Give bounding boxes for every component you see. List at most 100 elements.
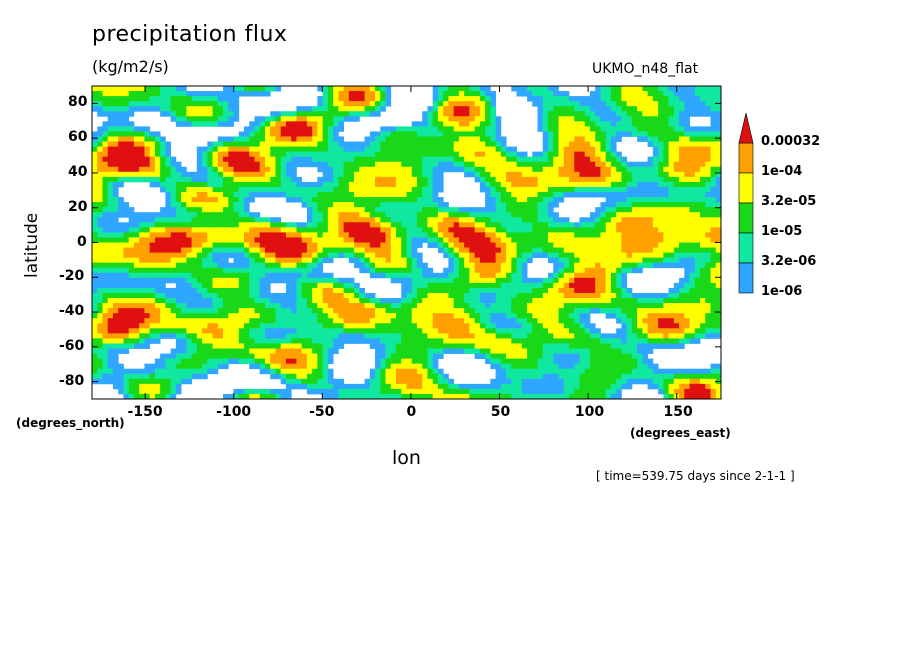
contour-cell (375, 252, 381, 259)
contour-cell (443, 91, 449, 97)
contour-cell (679, 91, 685, 97)
contour-cell (700, 217, 706, 223)
contour-cell (191, 287, 198, 294)
contour-cell (233, 313, 240, 319)
contour-cell (217, 217, 224, 223)
contour-cell (563, 277, 570, 284)
contour-cell (663, 318, 669, 324)
contour-cell (359, 186, 365, 193)
contour-cell (343, 186, 350, 193)
contour-cell (165, 303, 172, 309)
contour-cell (128, 111, 135, 117)
contour-cell (600, 156, 607, 163)
contour-cell (422, 146, 428, 153)
contour-cell (663, 96, 669, 102)
contour-cell (422, 323, 428, 329)
contour-cell (584, 186, 591, 193)
contour-cell (673, 141, 680, 147)
contour-cell (123, 292, 130, 299)
contour-cell (537, 313, 544, 319)
contour-cell (343, 308, 350, 314)
contour-cell (390, 313, 397, 319)
contour-cell (679, 242, 685, 248)
contour-cell (249, 141, 255, 147)
contour-cell (112, 252, 119, 259)
contour-cell (175, 166, 182, 173)
contour-cell (432, 101, 439, 107)
contour-cell (128, 237, 135, 243)
contour-cell (631, 106, 638, 112)
contour-cell (301, 202, 308, 208)
contour-cell (348, 227, 355, 233)
contour-cell (605, 252, 612, 259)
contour-cell (128, 232, 135, 238)
contour-cell (474, 171, 481, 178)
contour-cell (437, 136, 444, 142)
contour-cell (322, 186, 329, 193)
contour-cell (97, 262, 103, 269)
contour-cell (479, 298, 486, 304)
contour-cell (595, 237, 601, 243)
contour-cell (595, 96, 601, 102)
contour-cell (495, 227, 502, 233)
contour-cell (348, 217, 355, 223)
contour-cell (175, 267, 182, 274)
contour-cell (437, 176, 444, 183)
contour-cell (422, 171, 428, 178)
contour-cell (196, 282, 203, 289)
contour-cell (196, 308, 203, 314)
contour-cell (705, 242, 711, 248)
contour-cell (333, 252, 339, 259)
contour-cell (600, 141, 607, 147)
contour-cell (207, 287, 213, 294)
contour-cell (495, 171, 502, 178)
contour-cell (579, 176, 586, 183)
contour-cell (516, 272, 523, 279)
contour-cell (521, 222, 528, 228)
contour-cell (469, 282, 476, 289)
contour-cell (333, 247, 339, 253)
contour-cell (621, 227, 628, 233)
contour-cell (118, 146, 124, 153)
contour-cell (249, 267, 255, 274)
contour-cell (516, 318, 523, 324)
contour-cell (285, 298, 292, 304)
contour-cell (506, 222, 512, 228)
contour-cell (107, 111, 114, 117)
contour-cell (500, 318, 507, 324)
contour-cell (207, 116, 213, 122)
contour-cell (448, 298, 455, 304)
contour-cell (223, 212, 229, 218)
contour-cell (542, 192, 549, 198)
contour-cell (684, 313, 690, 319)
contour-cell (238, 86, 245, 92)
contour-cell (170, 101, 177, 107)
contour-cell (516, 303, 523, 309)
contour-cell (228, 111, 234, 117)
contour-cell (589, 267, 596, 274)
contour-cell (610, 176, 617, 183)
contour-cell (306, 318, 313, 324)
contour-cell (626, 197, 633, 203)
contour-cell (621, 272, 628, 279)
contour-cell (689, 126, 696, 132)
contour-cell (658, 116, 664, 122)
contour-cell (175, 186, 182, 193)
contour-cell (244, 272, 250, 279)
contour-cell (631, 186, 638, 193)
contour-cell (181, 318, 187, 324)
contour-cell (500, 282, 507, 289)
contour-cell (411, 247, 418, 253)
y-axis-units: (degrees_north) (16, 416, 125, 430)
contour-cell (228, 292, 234, 299)
contour-cell (637, 318, 643, 324)
contour-cell (212, 232, 219, 238)
contour-cell (427, 267, 434, 274)
contour-cell (133, 292, 140, 299)
contour-cell (689, 298, 696, 304)
contour-cell (558, 262, 565, 269)
contour-cell (133, 171, 140, 178)
contour-cell (595, 308, 601, 314)
contour-cell (584, 141, 591, 147)
contour-cell (181, 202, 187, 208)
